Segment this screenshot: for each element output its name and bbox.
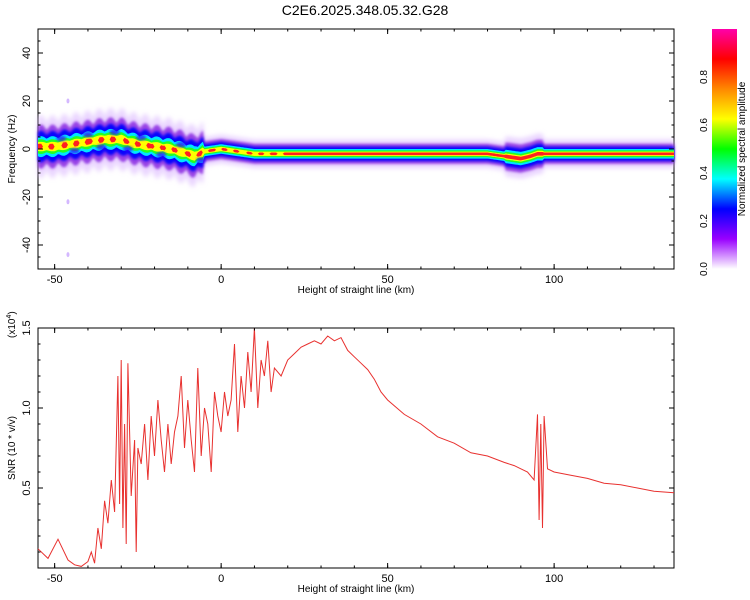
y-scale-base: (x10 <box>7 318 18 338</box>
top-y-tick-label: 20 <box>21 95 33 107</box>
spectrogram-blob <box>136 134 147 141</box>
spectrogram-band-layer <box>38 136 674 161</box>
spectrogram-panel: -50 0 50 100 -40 -20 0 20 40 Height of straight… <box>7 28 675 296</box>
snr-line <box>37 327 675 567</box>
colorbar-tick-label: 0.0 <box>699 262 710 276</box>
top-y-tick-label: -40 <box>21 237 33 253</box>
svg-text:(x104): (x104) <box>6 311 18 338</box>
spectrogram-blob <box>96 144 107 151</box>
spectrogram-blob <box>156 151 167 158</box>
colorbar: 0.0 0.2 0.4 0.6 0.8 Normalized spectral ampl… <box>699 29 748 276</box>
colorbar-tick-label: 0.4 <box>699 166 710 180</box>
colorbar-tick-label: 0.2 <box>699 214 710 228</box>
spectrogram-blob <box>122 146 133 152</box>
top-x-tick-label: -50 <box>47 274 63 286</box>
spectrogram-blob <box>82 131 93 138</box>
bottom-y-tick-label: 1.0 <box>21 400 33 415</box>
spectrogram-blob <box>69 147 80 154</box>
top-y-axis-label: Frequency (Hz) <box>7 115 18 184</box>
snr-panel: -50 0 50 100 0.5 1.0 1.5 Height of straight l… <box>6 311 675 595</box>
spectrogram-blob <box>109 129 120 136</box>
bottom-y-tick-label: 0.5 <box>21 480 33 495</box>
bottom-x-tick-label: -50 <box>47 573 63 585</box>
top-x-tick-label: 0 <box>218 274 224 286</box>
top-x-tick-label: 50 <box>382 274 394 286</box>
top-x-ticks: -50 0 50 100 <box>47 29 655 286</box>
spectrogram-marks <box>38 98 674 258</box>
top-x-axis-label: Height of straight line (km) <box>298 285 415 296</box>
y-scale-multiplier: (x104) <box>6 311 18 338</box>
figure-title: C2E6.2025.348.05.32.G28 <box>282 2 449 18</box>
colorbar-tick-label: 0.8 <box>699 70 710 84</box>
top-y-tick-label: -20 <box>21 189 33 205</box>
bottom-x-tick-label: 0 <box>218 573 224 585</box>
bottom-x-axis-label: Height of straight line (km) <box>298 584 415 595</box>
spectrogram-blob <box>196 157 207 164</box>
bottom-x-tick-label: 50 <box>382 573 394 585</box>
bottom-x-tick-label: 100 <box>545 573 563 585</box>
spectrogram-outlier <box>66 252 70 258</box>
bottom-y-tick-label: 1.5 <box>21 320 33 335</box>
colorbar-tick-label: 0.6 <box>699 118 710 132</box>
top-y-tick-label: 0 <box>21 146 33 152</box>
colorbar-ticks: 0.0 0.2 0.4 0.6 0.8 <box>699 70 710 276</box>
spectrogram-blob <box>176 141 187 148</box>
spectrogram-outlier <box>66 98 70 104</box>
top-y-tick-label: 40 <box>21 47 33 59</box>
spectrogram-blob <box>56 135 67 142</box>
colorbar-label: Normalized spectral amplitude <box>737 81 748 216</box>
bottom-y-ticks: 0.5 1.0 1.5 <box>21 320 674 553</box>
bottom-x-ticks: -50 0 50 100 <box>47 328 655 585</box>
top-y-ticks: -40 -20 0 20 40 <box>21 28 674 270</box>
snr-frame <box>37 327 675 569</box>
spectrogram-outlier <box>66 199 70 205</box>
bottom-y-axis-label: SNR (10 * v/v) <box>7 416 18 480</box>
top-x-tick-label: 100 <box>545 274 563 286</box>
colorbar-fill <box>712 29 737 269</box>
y-scale-exponent: 4 <box>6 315 13 319</box>
